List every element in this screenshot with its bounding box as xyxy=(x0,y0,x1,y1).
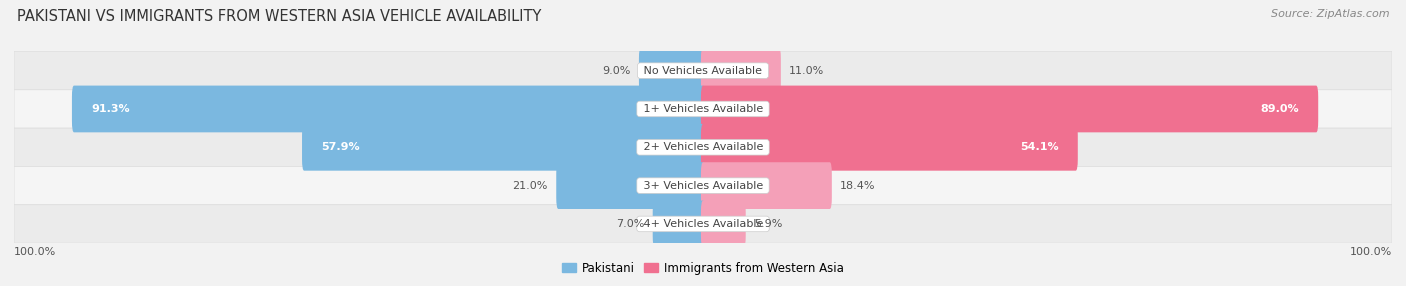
FancyBboxPatch shape xyxy=(14,90,1392,128)
Text: 2+ Vehicles Available: 2+ Vehicles Available xyxy=(640,142,766,152)
FancyBboxPatch shape xyxy=(652,200,704,247)
Text: 57.9%: 57.9% xyxy=(322,142,360,152)
Text: 21.0%: 21.0% xyxy=(513,181,548,190)
Text: 54.1%: 54.1% xyxy=(1019,142,1059,152)
FancyBboxPatch shape xyxy=(702,86,1319,132)
Legend: Pakistani, Immigrants from Western Asia: Pakistani, Immigrants from Western Asia xyxy=(557,257,849,279)
FancyBboxPatch shape xyxy=(14,166,1392,205)
Text: 91.3%: 91.3% xyxy=(91,104,129,114)
Text: 7.0%: 7.0% xyxy=(616,219,644,229)
Text: 3+ Vehicles Available: 3+ Vehicles Available xyxy=(640,181,766,190)
FancyBboxPatch shape xyxy=(702,124,1078,171)
Text: 100.0%: 100.0% xyxy=(14,247,56,257)
Text: 9.0%: 9.0% xyxy=(602,66,631,76)
Text: 4+ Vehicles Available: 4+ Vehicles Available xyxy=(640,219,766,229)
FancyBboxPatch shape xyxy=(14,51,1392,90)
Text: 5.9%: 5.9% xyxy=(754,219,782,229)
FancyBboxPatch shape xyxy=(72,86,704,132)
Text: 89.0%: 89.0% xyxy=(1260,104,1299,114)
FancyBboxPatch shape xyxy=(702,162,832,209)
Text: PAKISTANI VS IMMIGRANTS FROM WESTERN ASIA VEHICLE AVAILABILITY: PAKISTANI VS IMMIGRANTS FROM WESTERN ASI… xyxy=(17,9,541,23)
FancyBboxPatch shape xyxy=(638,47,704,94)
FancyBboxPatch shape xyxy=(557,162,704,209)
Text: 1+ Vehicles Available: 1+ Vehicles Available xyxy=(640,104,766,114)
FancyBboxPatch shape xyxy=(702,200,745,247)
Text: 11.0%: 11.0% xyxy=(789,66,824,76)
Text: 100.0%: 100.0% xyxy=(1350,247,1392,257)
Text: No Vehicles Available: No Vehicles Available xyxy=(640,66,766,76)
FancyBboxPatch shape xyxy=(14,205,1392,243)
FancyBboxPatch shape xyxy=(702,47,780,94)
Text: 18.4%: 18.4% xyxy=(841,181,876,190)
FancyBboxPatch shape xyxy=(302,124,704,171)
FancyBboxPatch shape xyxy=(14,128,1392,166)
Text: Source: ZipAtlas.com: Source: ZipAtlas.com xyxy=(1271,9,1389,19)
